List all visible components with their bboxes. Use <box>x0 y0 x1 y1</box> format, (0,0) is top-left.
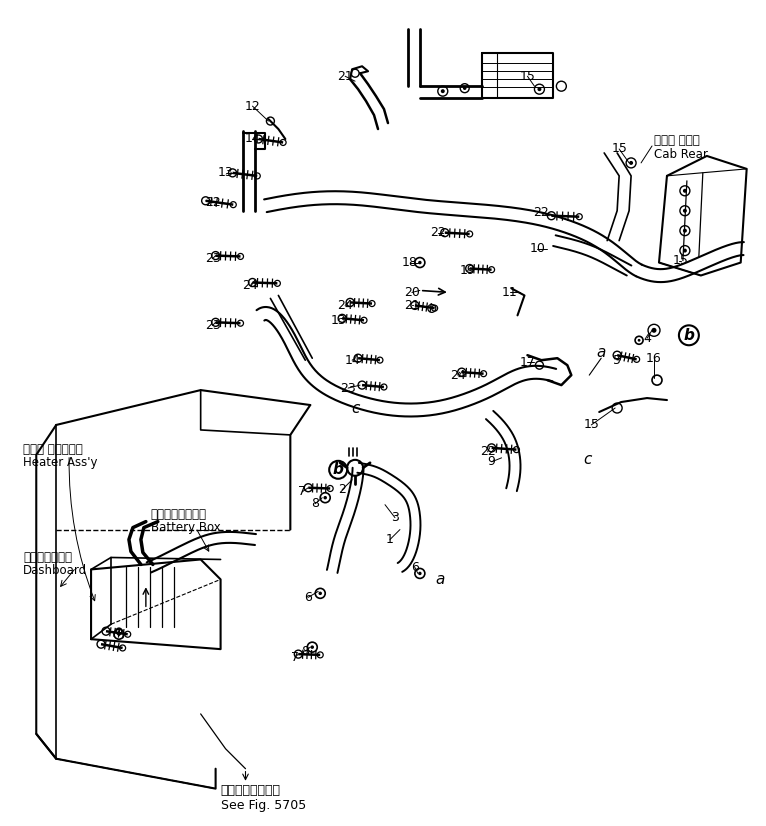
Text: 15: 15 <box>583 419 599 431</box>
Text: 24: 24 <box>243 279 258 292</box>
Text: 21: 21 <box>404 299 420 312</box>
Text: 15: 15 <box>611 142 627 155</box>
Circle shape <box>683 249 687 253</box>
Text: 15: 15 <box>519 69 535 83</box>
Circle shape <box>319 591 322 595</box>
Text: 10: 10 <box>529 242 545 255</box>
Circle shape <box>538 88 542 91</box>
Text: 3: 3 <box>391 511 399 525</box>
Text: 24: 24 <box>337 299 353 312</box>
Text: 14: 14 <box>244 132 260 145</box>
Text: Cab Rear: Cab Rear <box>654 149 708 161</box>
Text: 18: 18 <box>402 256 417 269</box>
Text: 20: 20 <box>404 286 420 299</box>
Text: 22: 22 <box>534 206 549 219</box>
Text: 15: 15 <box>673 254 689 267</box>
Text: 11: 11 <box>502 286 517 299</box>
Circle shape <box>310 645 314 649</box>
Text: 13: 13 <box>330 314 346 327</box>
Text: 23: 23 <box>205 252 221 265</box>
Text: See Fig. 5705: See Fig. 5705 <box>221 799 306 812</box>
Text: 8: 8 <box>301 644 309 657</box>
Text: 21: 21 <box>337 69 353 83</box>
Circle shape <box>683 209 687 213</box>
Circle shape <box>683 189 687 192</box>
Circle shape <box>629 161 633 165</box>
Text: 7: 7 <box>291 651 300 663</box>
Circle shape <box>418 261 421 264</box>
Text: ヒータ アセンブリ: ヒータ アセンブリ <box>23 444 83 457</box>
Text: 9: 9 <box>488 455 496 468</box>
Text: 5: 5 <box>613 354 621 367</box>
Circle shape <box>418 572 421 575</box>
Circle shape <box>117 633 121 636</box>
Text: b: b <box>332 463 344 477</box>
Text: 19: 19 <box>460 264 476 277</box>
Text: 17: 17 <box>519 356 535 368</box>
Text: 22: 22 <box>480 445 496 458</box>
Circle shape <box>463 87 466 90</box>
Circle shape <box>637 339 640 342</box>
Circle shape <box>118 630 120 632</box>
Text: 16: 16 <box>647 352 662 365</box>
Text: バッテリボックス: バッテリボックス <box>151 508 207 521</box>
Text: 4: 4 <box>643 332 651 344</box>
Text: 8: 8 <box>311 497 319 510</box>
Text: Battery Box: Battery Box <box>151 521 221 534</box>
Circle shape <box>652 328 656 333</box>
Text: a: a <box>435 572 444 587</box>
Text: 22: 22 <box>205 197 221 209</box>
Text: 第５７０５図参照: 第５７０５図参照 <box>221 784 280 797</box>
Circle shape <box>323 496 327 500</box>
Text: 22: 22 <box>430 226 446 240</box>
Text: 2: 2 <box>339 483 346 496</box>
Text: 23: 23 <box>340 382 356 395</box>
Text: 7: 7 <box>298 485 306 498</box>
Circle shape <box>683 229 687 233</box>
Text: Heater Ass'y: Heater Ass'y <box>23 456 98 469</box>
Text: ダッシュボード: ダッシュボード <box>23 551 72 564</box>
Text: 6: 6 <box>304 591 313 604</box>
Text: c: c <box>583 453 591 468</box>
Text: 14: 14 <box>344 354 360 367</box>
Circle shape <box>440 89 445 93</box>
Text: Dashboard: Dashboard <box>23 564 87 577</box>
Text: 6: 6 <box>411 561 419 574</box>
Text: 12: 12 <box>244 100 260 112</box>
Text: c: c <box>351 401 359 415</box>
Text: 23: 23 <box>205 319 221 332</box>
Text: キャブ リヤー: キャブ リヤー <box>654 135 700 148</box>
Text: b: b <box>683 328 694 343</box>
Text: a: a <box>597 344 606 359</box>
Text: 13: 13 <box>218 166 234 179</box>
Text: 24: 24 <box>450 368 466 382</box>
Text: 1: 1 <box>386 533 394 546</box>
